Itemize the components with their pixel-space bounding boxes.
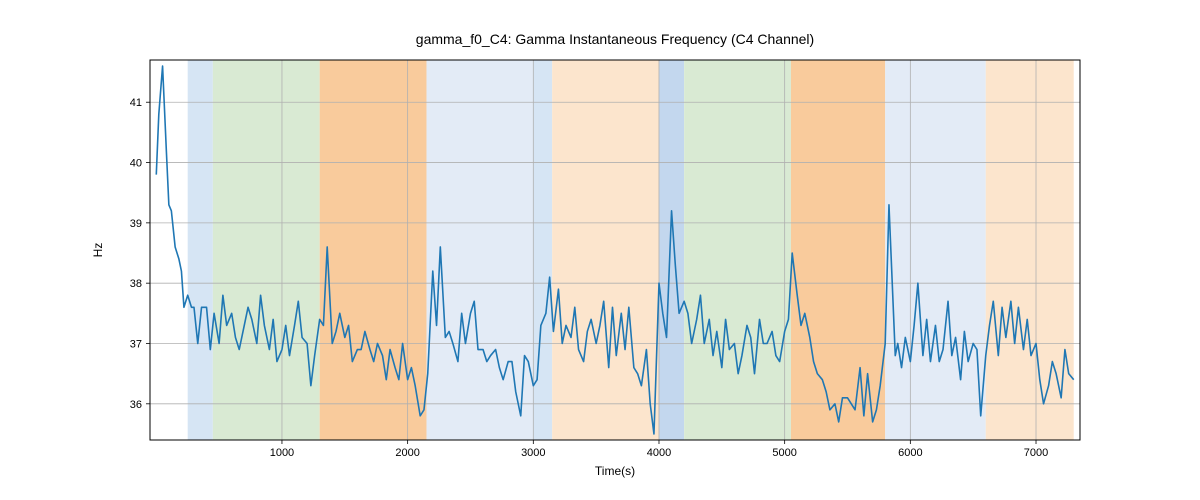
background-span [791, 60, 885, 440]
y-axis-label: Hz [91, 243, 105, 258]
line-chart: 1000 2000 3000 4000 5000 6000 7000 36 37 38 39 40 41… [0, 0, 1200, 500]
x-tick-label: 6000 [898, 447, 922, 459]
background-span [885, 60, 986, 440]
y-tick-label: 40 [130, 158, 142, 170]
y-tick-label: 36 [130, 399, 142, 411]
background-span [426, 60, 533, 440]
x-tick-label: 7000 [1024, 447, 1048, 459]
background-span [533, 60, 552, 440]
background-span [320, 60, 427, 440]
x-axis-label: Time(s) [595, 464, 635, 478]
y-tick-label: 41 [130, 97, 142, 109]
x-tick-label: 1000 [270, 447, 294, 459]
y-tick-label: 39 [130, 218, 142, 230]
chart-container: 1000 2000 3000 4000 5000 6000 7000 36 37 38 39 40 41… [0, 0, 1200, 500]
background-span [684, 60, 791, 440]
background-span [659, 60, 684, 440]
y-tick-label: 38 [130, 278, 142, 290]
y-tick-label: 37 [130, 338, 142, 350]
chart-title: gamma_f0_C4: Gamma Instantaneous Frequen… [416, 31, 814, 47]
x-tick-label: 5000 [772, 447, 796, 459]
x-tick-label: 2000 [395, 447, 419, 459]
background-span [213, 60, 320, 440]
background-span [986, 60, 1074, 440]
x-tick-label: 4000 [647, 447, 671, 459]
background-span [552, 60, 659, 440]
x-tick-label: 3000 [521, 447, 545, 459]
background-span [188, 60, 213, 440]
